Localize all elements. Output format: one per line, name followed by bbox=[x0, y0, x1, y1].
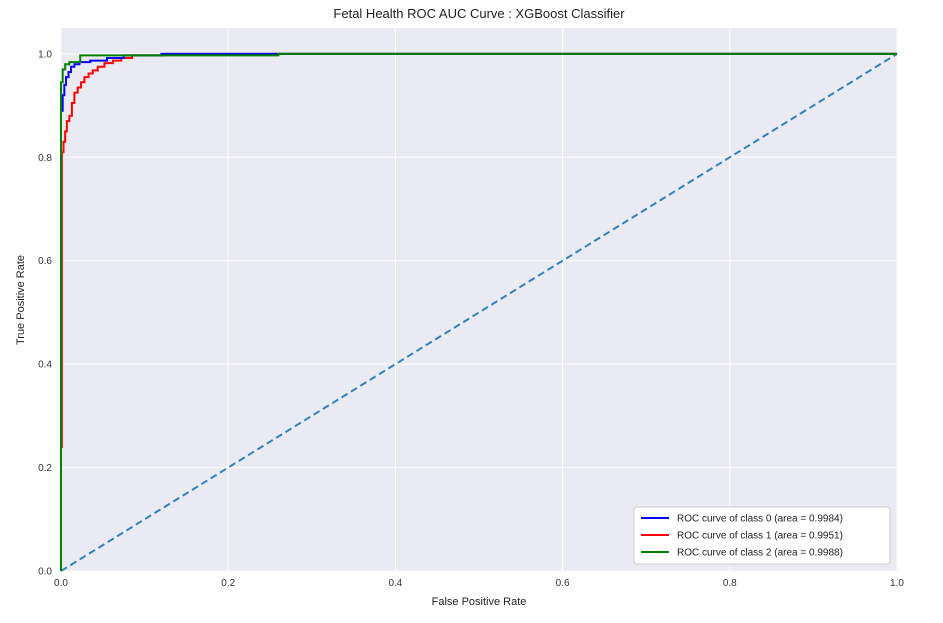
grid-lines bbox=[60, 28, 898, 572]
chance-diagonal-line bbox=[60, 53, 898, 572]
chart-title: Fetal Health ROC AUC Curve : XGBoost Cla… bbox=[333, 6, 625, 21]
roc-line-class-0 bbox=[60, 52, 897, 571]
x-tick-label: 0.6 bbox=[556, 578, 570, 589]
y-tick-label: 0.6 bbox=[38, 256, 52, 267]
roc-line-class-1 bbox=[60, 52, 897, 571]
y-tick-labels: 0.0 0.2 0.4 0.6 0.8 1.0 bbox=[38, 49, 52, 577]
x-tick-label: 1.0 bbox=[890, 578, 904, 589]
legend: ROC curve of class 0 (area = 0.9984) ROC… bbox=[633, 506, 891, 565]
y-tick-label: 1.0 bbox=[38, 49, 52, 60]
y-tick-label: 0.0 bbox=[38, 567, 52, 578]
x-tick-label: 0.2 bbox=[221, 578, 235, 589]
legend-label-class-0: ROC curve of class 0 (area = 0.9984) bbox=[677, 514, 843, 525]
x-axis-label: False Positive Rate bbox=[432, 596, 527, 608]
y-axis-label: True Positive Rate bbox=[15, 255, 27, 345]
legend-label-class-2: ROC curve of class 2 (area = 0.9988) bbox=[677, 548, 843, 559]
y-tick-label: 0.2 bbox=[38, 463, 52, 474]
y-tick-label: 0.4 bbox=[38, 360, 52, 371]
legend-label-class-1: ROC curve of class 1 (area = 0.9951) bbox=[677, 531, 843, 542]
x-tick-label: 0.0 bbox=[54, 578, 68, 589]
x-tick-label: 0.4 bbox=[388, 578, 402, 589]
series-lines bbox=[60, 52, 898, 572]
x-tick-labels: 0.0 0.2 0.4 0.6 0.8 1.0 bbox=[54, 578, 904, 589]
plot-area bbox=[61, 28, 897, 571]
x-tick-label: 0.8 bbox=[723, 578, 737, 589]
y-tick-label: 0.8 bbox=[38, 153, 52, 164]
legend-box bbox=[633, 506, 891, 565]
roc-line-class-2 bbox=[60, 52, 897, 571]
